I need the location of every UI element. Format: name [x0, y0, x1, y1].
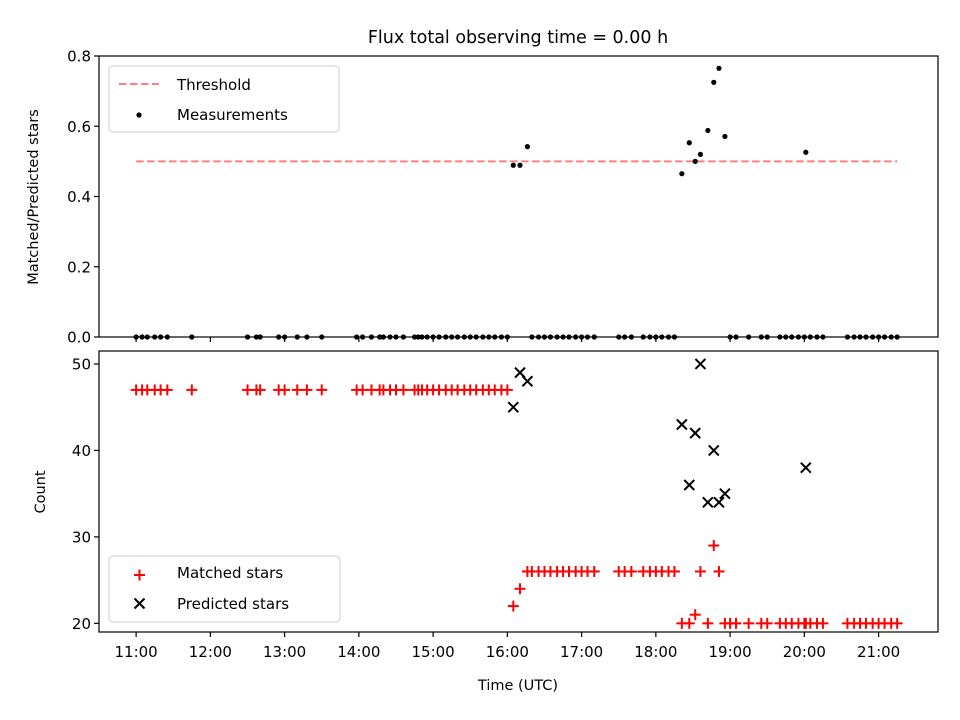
x-tick-label: 19:00: [708, 643, 751, 661]
matched-star-point: [316, 384, 328, 396]
measurement-point: [510, 162, 516, 168]
legend-count: Matched stars Predicted stars: [108, 555, 341, 623]
y-tick-label: 0.4: [67, 188, 91, 206]
measurement-points: [133, 65, 900, 340]
y-tick-label: 30: [72, 528, 91, 546]
predicted-star-point: [676, 418, 688, 431]
predicted-star-point: [689, 427, 701, 439]
matched-star-point: [161, 384, 173, 396]
y-tick-label: 0.6: [67, 118, 91, 136]
x-tick-label: 14:00: [337, 643, 380, 661]
predicted-star-point: [702, 496, 714, 509]
ratio-panel: Flux total observing time = 0.00 h Match…: [26, 28, 939, 347]
matched-star-point: [761, 617, 773, 629]
legend-ratio-box: [108, 65, 340, 133]
y-tick-label: 0.8: [67, 48, 91, 66]
x-tick-label: 17:00: [560, 643, 603, 661]
y-axis-ticks-ratio: 0.0 0.2 0.4 0.6 0.8: [67, 48, 99, 347]
legend-measurements-label: Measurements: [177, 106, 288, 124]
matched-star-point: [397, 384, 409, 396]
predicted-star-point: [708, 444, 720, 457]
predicted-star-point: [521, 375, 534, 387]
predicted-star-point: [719, 487, 731, 500]
x-tick-label: 11:00: [115, 643, 158, 661]
matched-star-point: [514, 583, 526, 595]
matched-star-point: [507, 600, 519, 612]
measurement-point: [711, 79, 717, 85]
matched-star-point: [702, 617, 714, 629]
count-panel: Count Time (UTC) 20 30 40 50 11:00 12:00 13:0…: [33, 350, 939, 694]
y-tick-label: 40: [72, 442, 91, 460]
matched-star-point: [301, 384, 313, 396]
count-axes-frame: [98, 350, 939, 633]
y-tick-label: 0.0: [67, 329, 91, 347]
predicted-star-point: [507, 401, 520, 413]
matched-star-point: [713, 565, 725, 577]
matched-star-point: [730, 617, 742, 629]
y-tick-label: 0.2: [67, 258, 91, 276]
matched-star-point: [817, 617, 829, 629]
legend-predicted-label: Predicted stars: [177, 595, 289, 613]
measurement-point: [517, 162, 523, 168]
matched-star-point: [279, 384, 291, 396]
matched-star-points: [130, 384, 903, 629]
matched-star-point: [254, 384, 266, 396]
x-tick-label: 13:00: [263, 643, 306, 661]
y-tick-label: 20: [72, 615, 91, 633]
y-axis-label-count: Count: [33, 470, 49, 513]
y-axis-label-ratio: Matched/Predicted stars: [26, 109, 42, 285]
measurement-point: [524, 144, 531, 150]
matched-star-point: [625, 565, 637, 577]
predicted-star-point: [683, 479, 695, 491]
x-axis-ticks-count: 11:00 12:00 13:00 14:00 15:00 16:00 17:00 18:00…: [115, 632, 900, 661]
y-tick-label: 50: [72, 355, 91, 373]
matched-star-point: [743, 617, 755, 629]
matched-star-point: [588, 565, 600, 577]
x-tick-label: 18:00: [634, 643, 677, 661]
measurement-point: [692, 158, 698, 164]
matched-star-point: [668, 565, 680, 577]
matched-star-point: [689, 609, 701, 621]
legend-count-box: [108, 555, 341, 623]
matched-star-point: [291, 384, 303, 396]
legend-threshold-label: Threshold: [176, 76, 251, 94]
matched-star-point: [708, 540, 720, 552]
matched-star-point: [891, 617, 903, 629]
chart-title: Flux total observing time = 0.00 h: [368, 28, 668, 48]
x-tick-label: 21:00: [857, 643, 900, 661]
measurement-point: [697, 151, 704, 157]
matched-star-point: [186, 384, 198, 396]
matched-star-point: [683, 617, 695, 629]
measurement-point: [722, 133, 728, 140]
legend-matched-label: Matched stars: [177, 564, 283, 582]
legend-predicted-swatch: [133, 597, 146, 610]
matched-star-point: [501, 384, 513, 396]
x-tick-label: 20:00: [783, 643, 826, 661]
measurement-point: [686, 140, 692, 146]
measurement-point: [803, 149, 809, 155]
legend-matched-swatch: [134, 569, 145, 581]
predicted-star-point: [713, 496, 725, 509]
x-axis-label: Time (UTC): [477, 678, 558, 694]
x-tick-label: 16:00: [486, 643, 529, 661]
legend-measurements-swatch: [136, 112, 142, 118]
y-axis-ticks-count: 20 30 40 50: [72, 355, 99, 633]
measurement-point: [716, 65, 722, 71]
measurement-point: [679, 171, 685, 177]
x-tick-label: 15:00: [411, 643, 454, 661]
legend-ratio: Threshold Measurements: [108, 65, 340, 133]
predicted-star-point: [694, 358, 707, 370]
measurement-point: [705, 127, 711, 134]
predicted-star-points: [507, 358, 812, 509]
predicted-star-point: [800, 462, 812, 474]
x-tick-label: 12:00: [189, 643, 232, 661]
matched-star-point: [694, 565, 706, 577]
ratio-axes-frame: [98, 55, 939, 338]
